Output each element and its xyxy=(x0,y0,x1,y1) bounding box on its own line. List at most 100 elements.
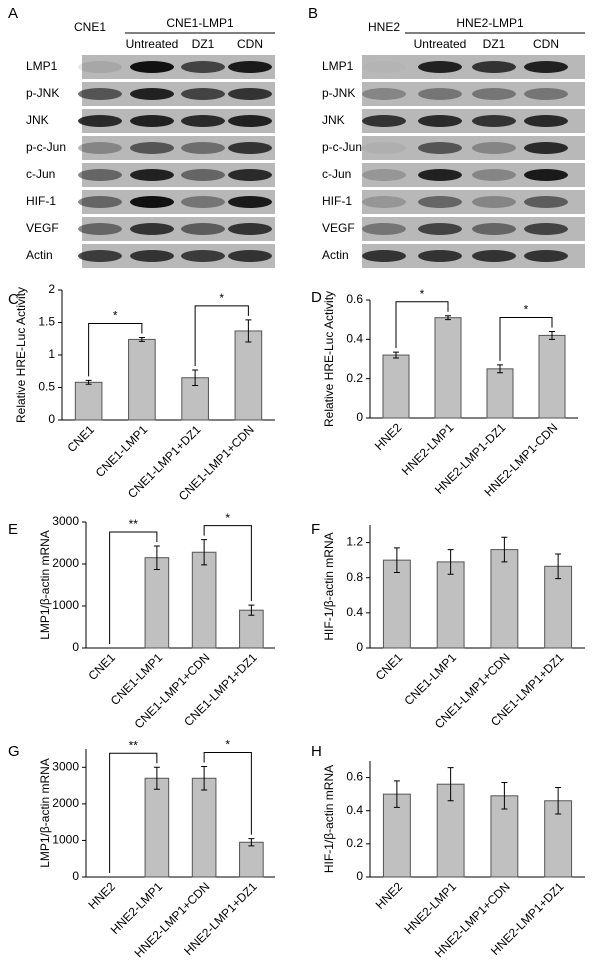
error-bar xyxy=(447,549,454,575)
band xyxy=(362,169,406,181)
panel-letter: B xyxy=(308,5,318,22)
error-bar xyxy=(445,315,451,321)
bar xyxy=(486,368,514,419)
significance-bracket xyxy=(88,322,143,377)
significance-label: * xyxy=(113,309,118,323)
band xyxy=(228,196,272,208)
y-axis-label: LMP1/β-actin mRNA xyxy=(38,530,52,640)
row-label: VEGF xyxy=(322,221,355,235)
row-label: p-c-Jun xyxy=(322,140,362,154)
y-tick-label: 0 xyxy=(48,412,55,426)
band xyxy=(472,142,516,154)
row-label: p-JNK xyxy=(322,86,355,100)
x-tick-label: CNE1-LMP1 xyxy=(93,422,151,480)
error-bar xyxy=(497,364,503,374)
blot-strip xyxy=(362,82,585,106)
significance-bracket xyxy=(109,752,158,873)
band xyxy=(362,142,406,154)
band xyxy=(472,169,516,181)
x-tick-label: CNE1 xyxy=(64,422,97,455)
y-axis-label: LMP1/β-actin mRNA xyxy=(38,758,52,868)
y-tick-label: 0.4 xyxy=(346,332,363,346)
band xyxy=(130,250,174,262)
bar xyxy=(234,330,263,421)
bar xyxy=(239,841,264,878)
y-tick-label: 0.5 xyxy=(38,380,55,394)
y-tick-label: 1.5 xyxy=(38,315,55,329)
band xyxy=(362,61,406,73)
significance-label: * xyxy=(225,738,230,752)
row-label: LMP1 xyxy=(26,59,58,73)
lane-label: DZ1 xyxy=(483,37,506,51)
x-tick-label: HNE2-LMP1 xyxy=(399,420,457,478)
error-bar xyxy=(501,782,508,810)
lane-label: CDN xyxy=(533,37,559,51)
group-label: CNE1-LMP1 xyxy=(166,16,234,30)
band xyxy=(78,196,122,208)
band xyxy=(228,61,272,73)
y-tick-label: 2000 xyxy=(52,796,79,810)
band xyxy=(362,88,406,100)
error-bar xyxy=(393,351,399,359)
y-tick-label: 1.2 xyxy=(346,535,363,549)
band xyxy=(228,142,272,154)
panel-letter: G xyxy=(8,743,20,760)
band xyxy=(524,142,568,154)
band xyxy=(181,223,225,235)
control-label: HNE2 xyxy=(368,20,400,34)
significance-bracket xyxy=(109,531,158,644)
row-label: p-JNK xyxy=(26,86,59,100)
y-axis-label: Relative HRE-Luc Activity xyxy=(322,291,336,427)
y-tick-label: 0.2 xyxy=(346,836,363,850)
control-label: CNE1 xyxy=(74,20,106,34)
row-label: c-Jun xyxy=(26,167,55,181)
row-label: Actin xyxy=(26,248,53,262)
significance-bracket xyxy=(194,305,249,366)
bar xyxy=(144,777,170,878)
band xyxy=(130,142,174,154)
band xyxy=(181,196,225,208)
band xyxy=(78,169,122,181)
bar xyxy=(544,565,573,649)
band xyxy=(181,115,225,127)
group-label: HNE2-LMP1 xyxy=(456,16,524,30)
band xyxy=(418,142,462,154)
y-tick-label: 1 xyxy=(48,347,55,361)
bar xyxy=(490,549,519,649)
panel-letter: E xyxy=(8,521,18,538)
error-bar xyxy=(555,787,562,815)
error-bar xyxy=(248,838,255,847)
bar xyxy=(382,354,410,419)
row-label: HIF-1 xyxy=(322,194,352,208)
band xyxy=(418,61,462,73)
y-tick-label: 0.6 xyxy=(346,292,363,306)
band xyxy=(362,250,406,262)
significance-bracket xyxy=(499,316,553,361)
band xyxy=(130,169,174,181)
error-bar xyxy=(555,553,562,580)
bar xyxy=(382,559,411,649)
y-tick-label: 0 xyxy=(72,640,79,654)
significance-bracket xyxy=(203,525,252,602)
band xyxy=(181,169,225,181)
band xyxy=(78,115,122,127)
band xyxy=(78,61,122,73)
significance-label: * xyxy=(524,303,529,317)
band xyxy=(181,142,225,154)
y-axis-label: HIF-1/β-actin mRNA xyxy=(322,765,336,873)
x-tick-label: CNE1 xyxy=(85,650,118,683)
significance-label: * xyxy=(420,287,425,301)
error-bar xyxy=(393,547,400,573)
significance-bracket xyxy=(395,301,449,349)
x-tick-label: HNE2 xyxy=(372,420,405,453)
y-tick-label: 0 xyxy=(356,640,363,654)
lane-label: Untreated xyxy=(126,37,179,51)
error-bar xyxy=(201,539,208,566)
y-tick-label: 0.8 xyxy=(346,570,363,584)
lane-label: DZ1 xyxy=(192,37,215,51)
band xyxy=(418,250,462,262)
band xyxy=(524,169,568,181)
y-tick-label: 3000 xyxy=(52,759,79,773)
x-tick-label: HNE2-LMP1 xyxy=(401,879,459,937)
